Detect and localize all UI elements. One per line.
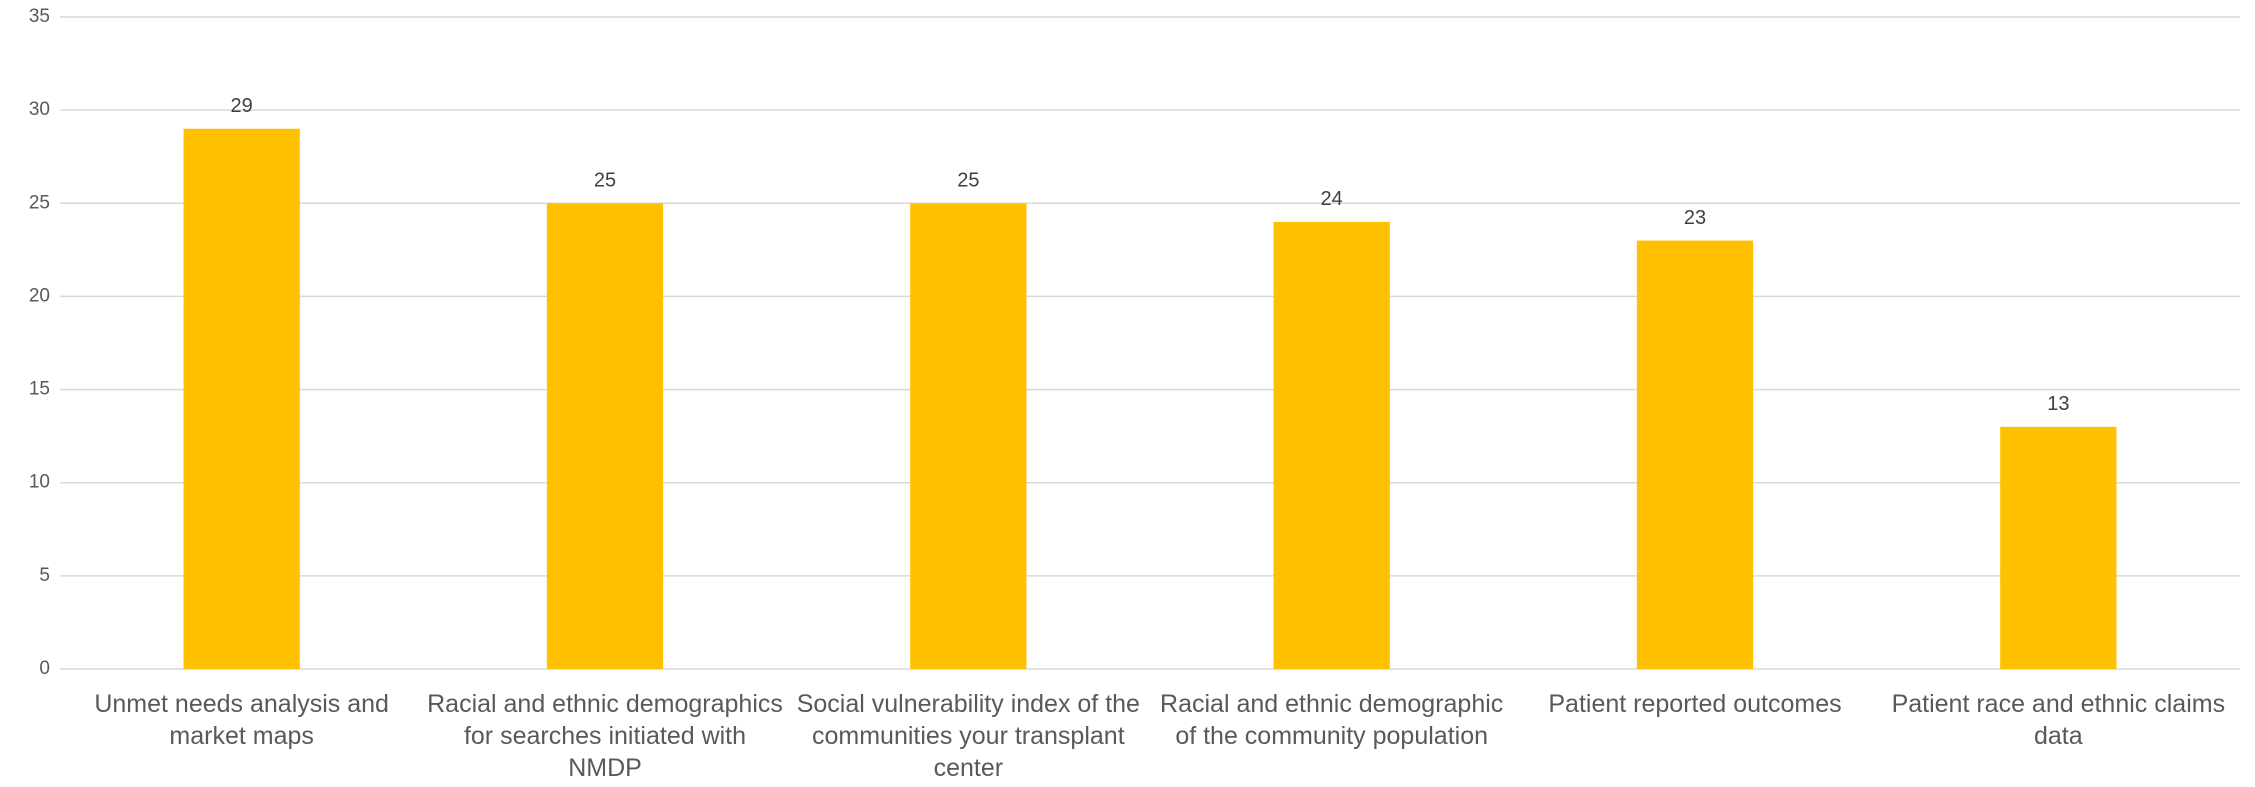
value-label: 29	[231, 95, 253, 117]
x-tick-label: Racial and ethnic demographics for search…	[427, 690, 783, 782]
value-label: 25	[957, 170, 979, 192]
y-tick-label: 15	[29, 379, 50, 400]
x-tick-label: Racial and ethnic demographic of the comm…	[1160, 690, 1503, 750]
value-label: 23	[1684, 207, 1706, 229]
bar	[2000, 426, 2117, 669]
x-tick-label: Unmet needs analysis and market maps	[94, 690, 389, 750]
bar	[546, 203, 664, 670]
y-tick-label: 35	[29, 6, 50, 27]
bar	[183, 128, 300, 669]
y-tick-label: 20	[29, 285, 50, 306]
x-tick-label: Social vulnerability index of the communi…	[797, 690, 1140, 782]
x-tick-label: Patient race and ethnic claims data	[1892, 690, 2226, 750]
value-label: 24	[1321, 188, 1343, 210]
y-tick-label: 30	[29, 99, 50, 120]
bar	[1273, 221, 1390, 669]
value-label: 25	[594, 170, 616, 192]
bar	[1636, 240, 1754, 670]
value-label: 13	[2047, 393, 2069, 415]
x-tick-label: Patient reported outcomes	[1548, 690, 1841, 718]
y-tick-label: 10	[29, 472, 50, 493]
y-tick-label: 0	[39, 658, 50, 679]
y-tick-label: 5	[39, 565, 50, 586]
bar	[910, 203, 1027, 670]
y-tick-label: 25	[29, 192, 50, 213]
